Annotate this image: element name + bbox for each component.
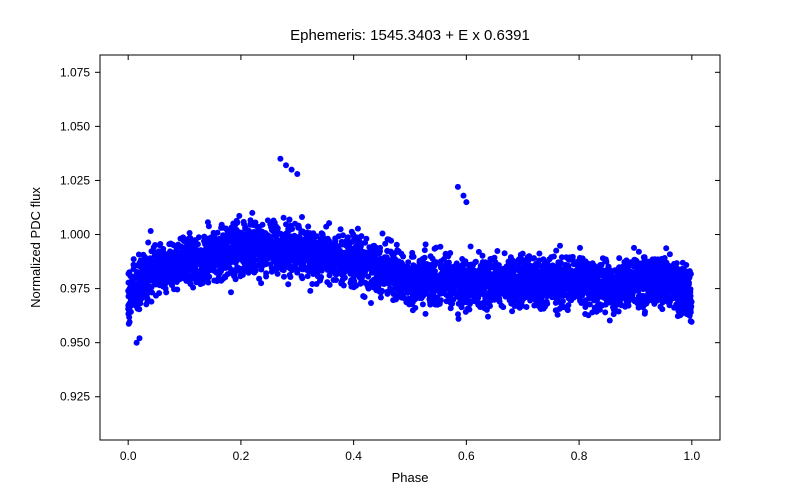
svg-text:0.4: 0.4 (345, 449, 362, 463)
scatter-points (125, 156, 694, 346)
y-axis-ticks: 0.925 0.950 0.975 1.000 1.025 1.050 1.075 (60, 65, 720, 403)
phase-flux-scatter: Ephemeris: 1545.3403 + E x 0.6391 0.0 0.2… (0, 0, 800, 500)
svg-text:1.000: 1.000 (60, 228, 90, 242)
y-axis-label: Normalized PDC flux (28, 187, 43, 308)
svg-text:1.025: 1.025 (60, 173, 90, 187)
x-axis-label: Phase (392, 470, 429, 485)
svg-text:0.925: 0.925 (60, 390, 90, 404)
chart-title: Ephemeris: 1545.3403 + E x 0.6391 (290, 27, 530, 44)
svg-text:0.0: 0.0 (120, 449, 137, 463)
svg-text:1.075: 1.075 (60, 65, 90, 79)
svg-text:0.6: 0.6 (458, 449, 475, 463)
chart-container: Ephemeris: 1545.3403 + E x 0.6391 0.0 0.2… (0, 0, 800, 500)
svg-text:0.2: 0.2 (233, 449, 250, 463)
svg-text:1.0: 1.0 (683, 449, 700, 463)
svg-text:0.950: 0.950 (60, 336, 90, 350)
svg-text:1.050: 1.050 (60, 119, 90, 133)
svg-text:0.975: 0.975 (60, 282, 90, 296)
svg-text:0.8: 0.8 (571, 449, 588, 463)
